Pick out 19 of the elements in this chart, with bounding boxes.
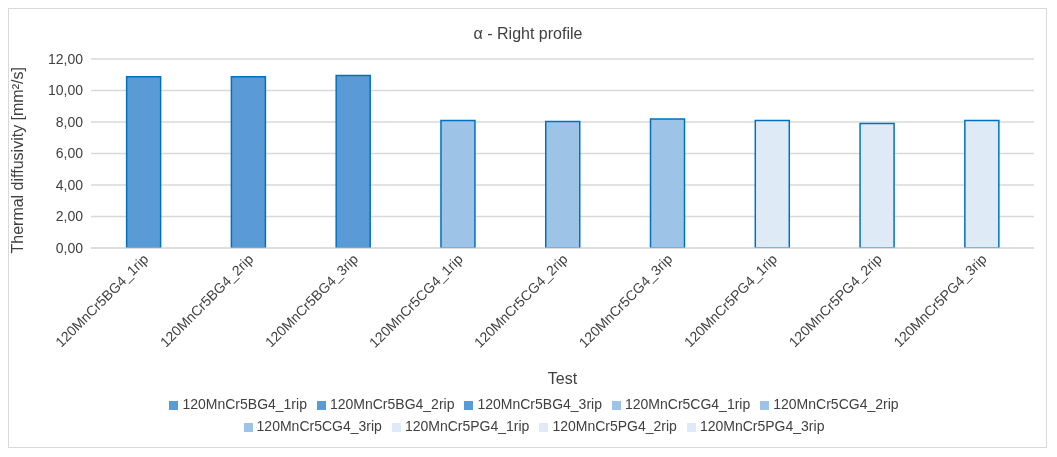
y-tick-label: 0,00 xyxy=(55,239,84,256)
x-axis-title: Test xyxy=(547,370,578,387)
y-tick-label: 10,00 xyxy=(47,82,84,99)
y-axis-title: Thermal diffusivity [mm²/s] xyxy=(8,67,26,254)
y-tick-label: 4,00 xyxy=(55,176,84,193)
legend-label: 120MnCr5CG4_2rip xyxy=(773,396,899,412)
legend-label: 120MnCr5PG4_1rip xyxy=(404,418,530,434)
legend-label: 120MnCr5BG4_2rip xyxy=(329,396,455,412)
y-tick-label: 8,00 xyxy=(55,113,84,130)
legend-label: 120MnCr5CG4_3rip xyxy=(256,418,382,434)
legend-label: 120MnCr5BG4_1rip xyxy=(182,396,307,412)
legend-label: 120MnCr5BG4_3rip xyxy=(477,396,602,412)
legend-label: 120MnCr5PG4_2rip xyxy=(552,418,677,434)
legend-label: 120MnCr5CG4_1rip xyxy=(624,396,751,412)
chart-title: α - Right profile xyxy=(473,25,583,42)
y-tick-label: 2,00 xyxy=(55,208,84,225)
y-tick-label: 12,00 xyxy=(47,50,84,67)
y-tick-label: 6,00 xyxy=(55,145,84,162)
legend-label: 120MnCr5PG4_3rip xyxy=(699,418,825,434)
